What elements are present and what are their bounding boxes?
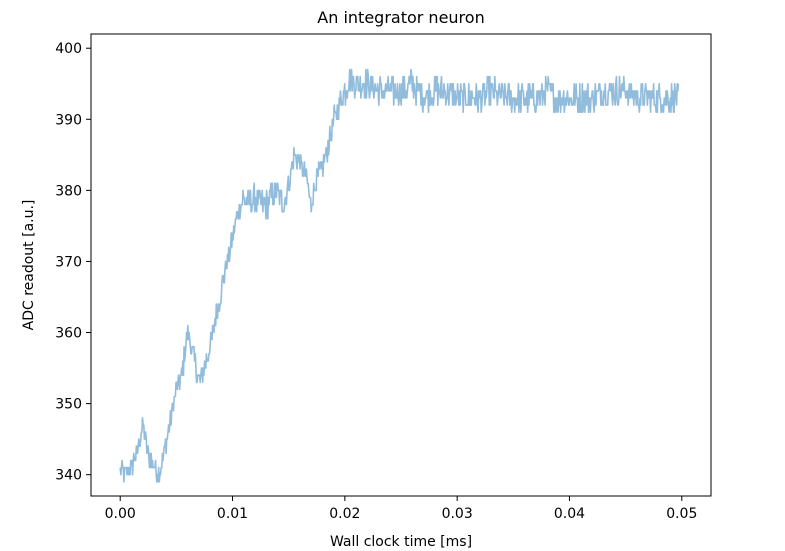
x-axis-ticks: 0.00 0.01 0.02 0.03 0.04 0.05 — [105, 496, 697, 522]
y-tick-label: 340 — [55, 468, 82, 484]
x-tick-label: 0.05 — [666, 506, 697, 522]
x-tick-label: 0.04 — [554, 506, 585, 522]
y-tick-label: 380 — [55, 183, 82, 199]
x-tick-label: 0.03 — [442, 506, 473, 522]
trace-layer — [119, 68, 680, 483]
x-axis-label: Wall clock time [ms] — [330, 534, 472, 550]
adc-trace-line — [119, 68, 680, 483]
y-tick-label: 350 — [55, 397, 82, 413]
y-axis-label: ADC readout [a.u.] — [21, 200, 37, 331]
y-tick-label: 390 — [55, 112, 82, 128]
x-tick-label: 0.02 — [329, 506, 360, 522]
y-tick-label: 360 — [55, 326, 82, 342]
chart-title: An integrator neuron — [317, 8, 484, 27]
y-axis-ticks: 340 350 360 370 380 390 400 — [55, 41, 91, 484]
plot-frame — [90, 33, 712, 497]
x-tick-label: 0.00 — [105, 506, 136, 522]
y-tick-label: 400 — [55, 41, 82, 57]
y-tick-label: 370 — [55, 254, 82, 270]
x-tick-label: 0.01 — [217, 506, 248, 522]
